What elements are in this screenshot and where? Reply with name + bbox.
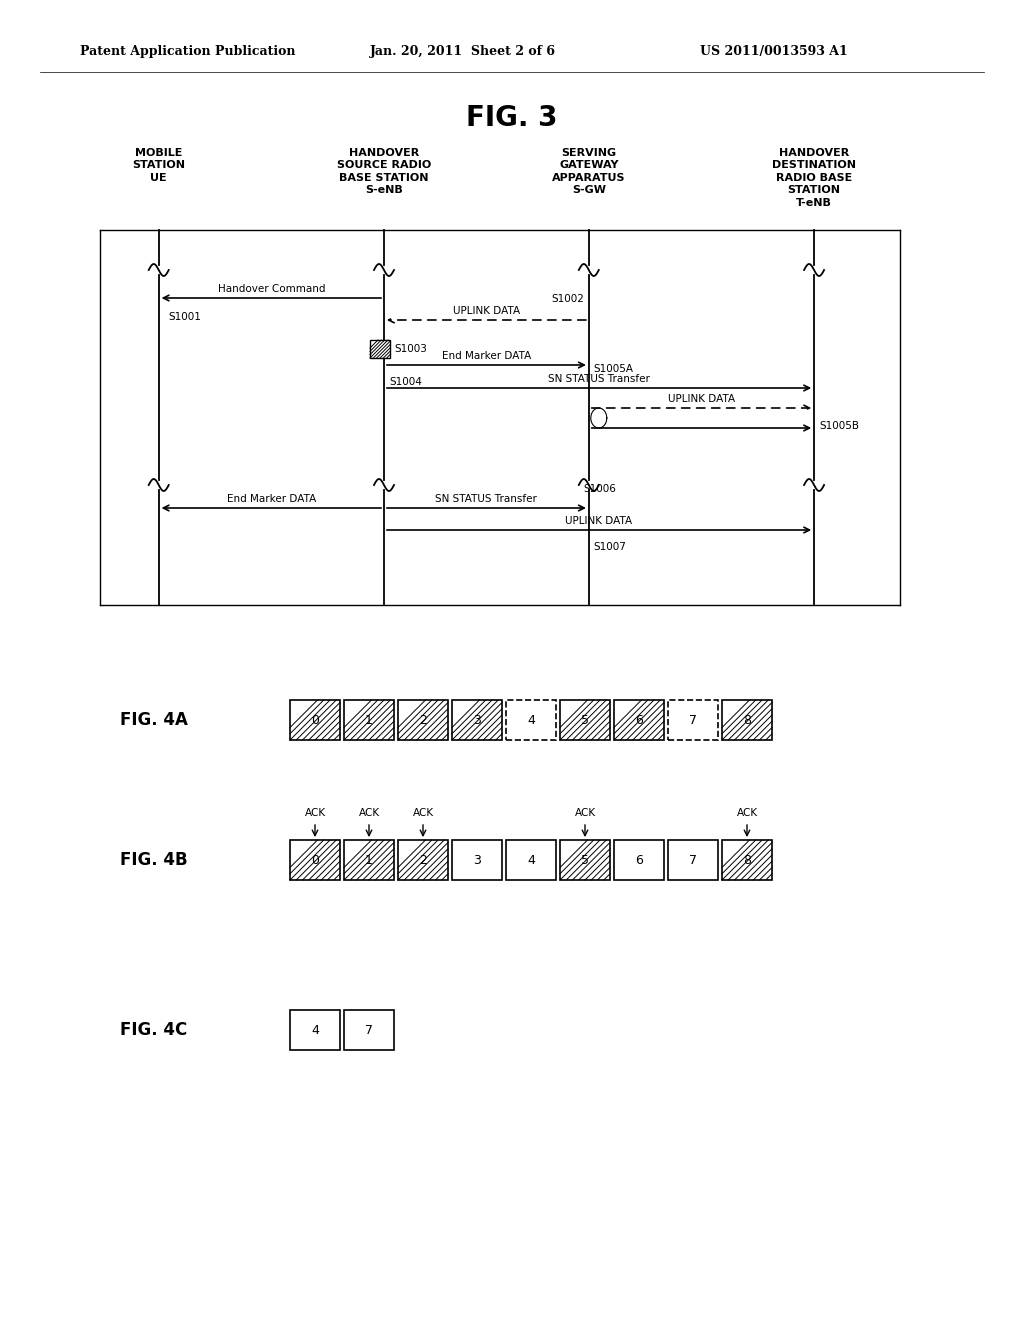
Text: 2: 2: [419, 854, 427, 866]
Text: FIG. 4A: FIG. 4A: [120, 711, 187, 729]
Bar: [668, 840, 718, 880]
Bar: [560, 840, 610, 880]
Text: S1002: S1002: [551, 294, 584, 304]
Text: S1005B: S1005B: [819, 421, 859, 432]
Text: Jan. 20, 2011  Sheet 2 of 6: Jan. 20, 2011 Sheet 2 of 6: [370, 45, 556, 58]
Bar: [290, 1010, 340, 1049]
Bar: [452, 840, 502, 880]
Text: 7: 7: [689, 714, 697, 726]
Bar: [668, 700, 718, 741]
Text: HANDOVER
SOURCE RADIO
BASE STATION
S-eNB: HANDOVER SOURCE RADIO BASE STATION S-eNB: [337, 148, 431, 195]
Text: S1003: S1003: [394, 345, 427, 354]
Text: S1004: S1004: [389, 378, 422, 387]
Text: S1001: S1001: [169, 312, 202, 322]
Bar: [560, 700, 610, 741]
Bar: [290, 840, 340, 880]
Bar: [344, 840, 394, 880]
Text: 1: 1: [366, 854, 373, 866]
Text: 2: 2: [419, 714, 427, 726]
Text: End Marker DATA: End Marker DATA: [441, 351, 531, 360]
Text: UPLINK DATA: UPLINK DATA: [453, 306, 520, 315]
Text: S1006: S1006: [584, 484, 616, 494]
Text: 4: 4: [527, 714, 535, 726]
Text: SN STATUS Transfer: SN STATUS Transfer: [435, 494, 538, 504]
Text: 0: 0: [311, 854, 319, 866]
Text: ACK: ACK: [413, 808, 433, 818]
Text: 4: 4: [527, 854, 535, 866]
Text: S1005A: S1005A: [594, 364, 634, 374]
Bar: [722, 700, 772, 741]
Text: HANDOVER
DESTINATION
RADIO BASE
STATION
T-eNB: HANDOVER DESTINATION RADIO BASE STATION …: [772, 148, 856, 207]
Bar: [506, 840, 556, 880]
Text: SN STATUS Transfer: SN STATUS Transfer: [548, 374, 650, 384]
Bar: [344, 1010, 394, 1049]
Bar: [398, 700, 449, 741]
Text: 8: 8: [743, 714, 751, 726]
Text: 8: 8: [743, 854, 751, 866]
Bar: [344, 700, 394, 741]
Bar: [722, 840, 772, 880]
Bar: [290, 700, 340, 741]
Text: 4: 4: [311, 1023, 318, 1036]
Text: SERVING
GATEWAY
APPARATUS
S-GW: SERVING GATEWAY APPARATUS S-GW: [552, 148, 626, 195]
Bar: [398, 840, 449, 880]
Text: MOBILE
STATION
UE: MOBILE STATION UE: [132, 148, 185, 182]
Text: 6: 6: [635, 854, 643, 866]
Text: 1: 1: [366, 714, 373, 726]
Text: End Marker DATA: End Marker DATA: [226, 494, 316, 504]
Text: Patent Application Publication: Patent Application Publication: [80, 45, 296, 58]
Text: UPLINK DATA: UPLINK DATA: [565, 516, 633, 525]
Bar: [614, 700, 664, 741]
Text: FIG. 4B: FIG. 4B: [120, 851, 187, 869]
Text: 5: 5: [581, 854, 589, 866]
Text: UPLINK DATA: UPLINK DATA: [668, 393, 735, 404]
Bar: [614, 840, 664, 880]
Bar: [506, 700, 556, 741]
Text: 0: 0: [311, 714, 319, 726]
Text: FIG. 3: FIG. 3: [466, 104, 558, 132]
Text: ACK: ACK: [304, 808, 326, 818]
Text: 3: 3: [473, 854, 481, 866]
Text: 7: 7: [689, 854, 697, 866]
Bar: [452, 700, 502, 741]
Text: 3: 3: [473, 714, 481, 726]
Text: 7: 7: [365, 1023, 373, 1036]
Text: FIG. 4C: FIG. 4C: [120, 1020, 187, 1039]
Bar: [370, 341, 390, 358]
Text: S1007: S1007: [594, 543, 627, 552]
Text: Handover Command: Handover Command: [218, 284, 325, 294]
Text: ACK: ACK: [358, 808, 380, 818]
Text: 6: 6: [635, 714, 643, 726]
Text: ACK: ACK: [736, 808, 758, 818]
Text: US 2011/0013593 A1: US 2011/0013593 A1: [700, 45, 848, 58]
Text: 5: 5: [581, 714, 589, 726]
Text: ACK: ACK: [574, 808, 596, 818]
